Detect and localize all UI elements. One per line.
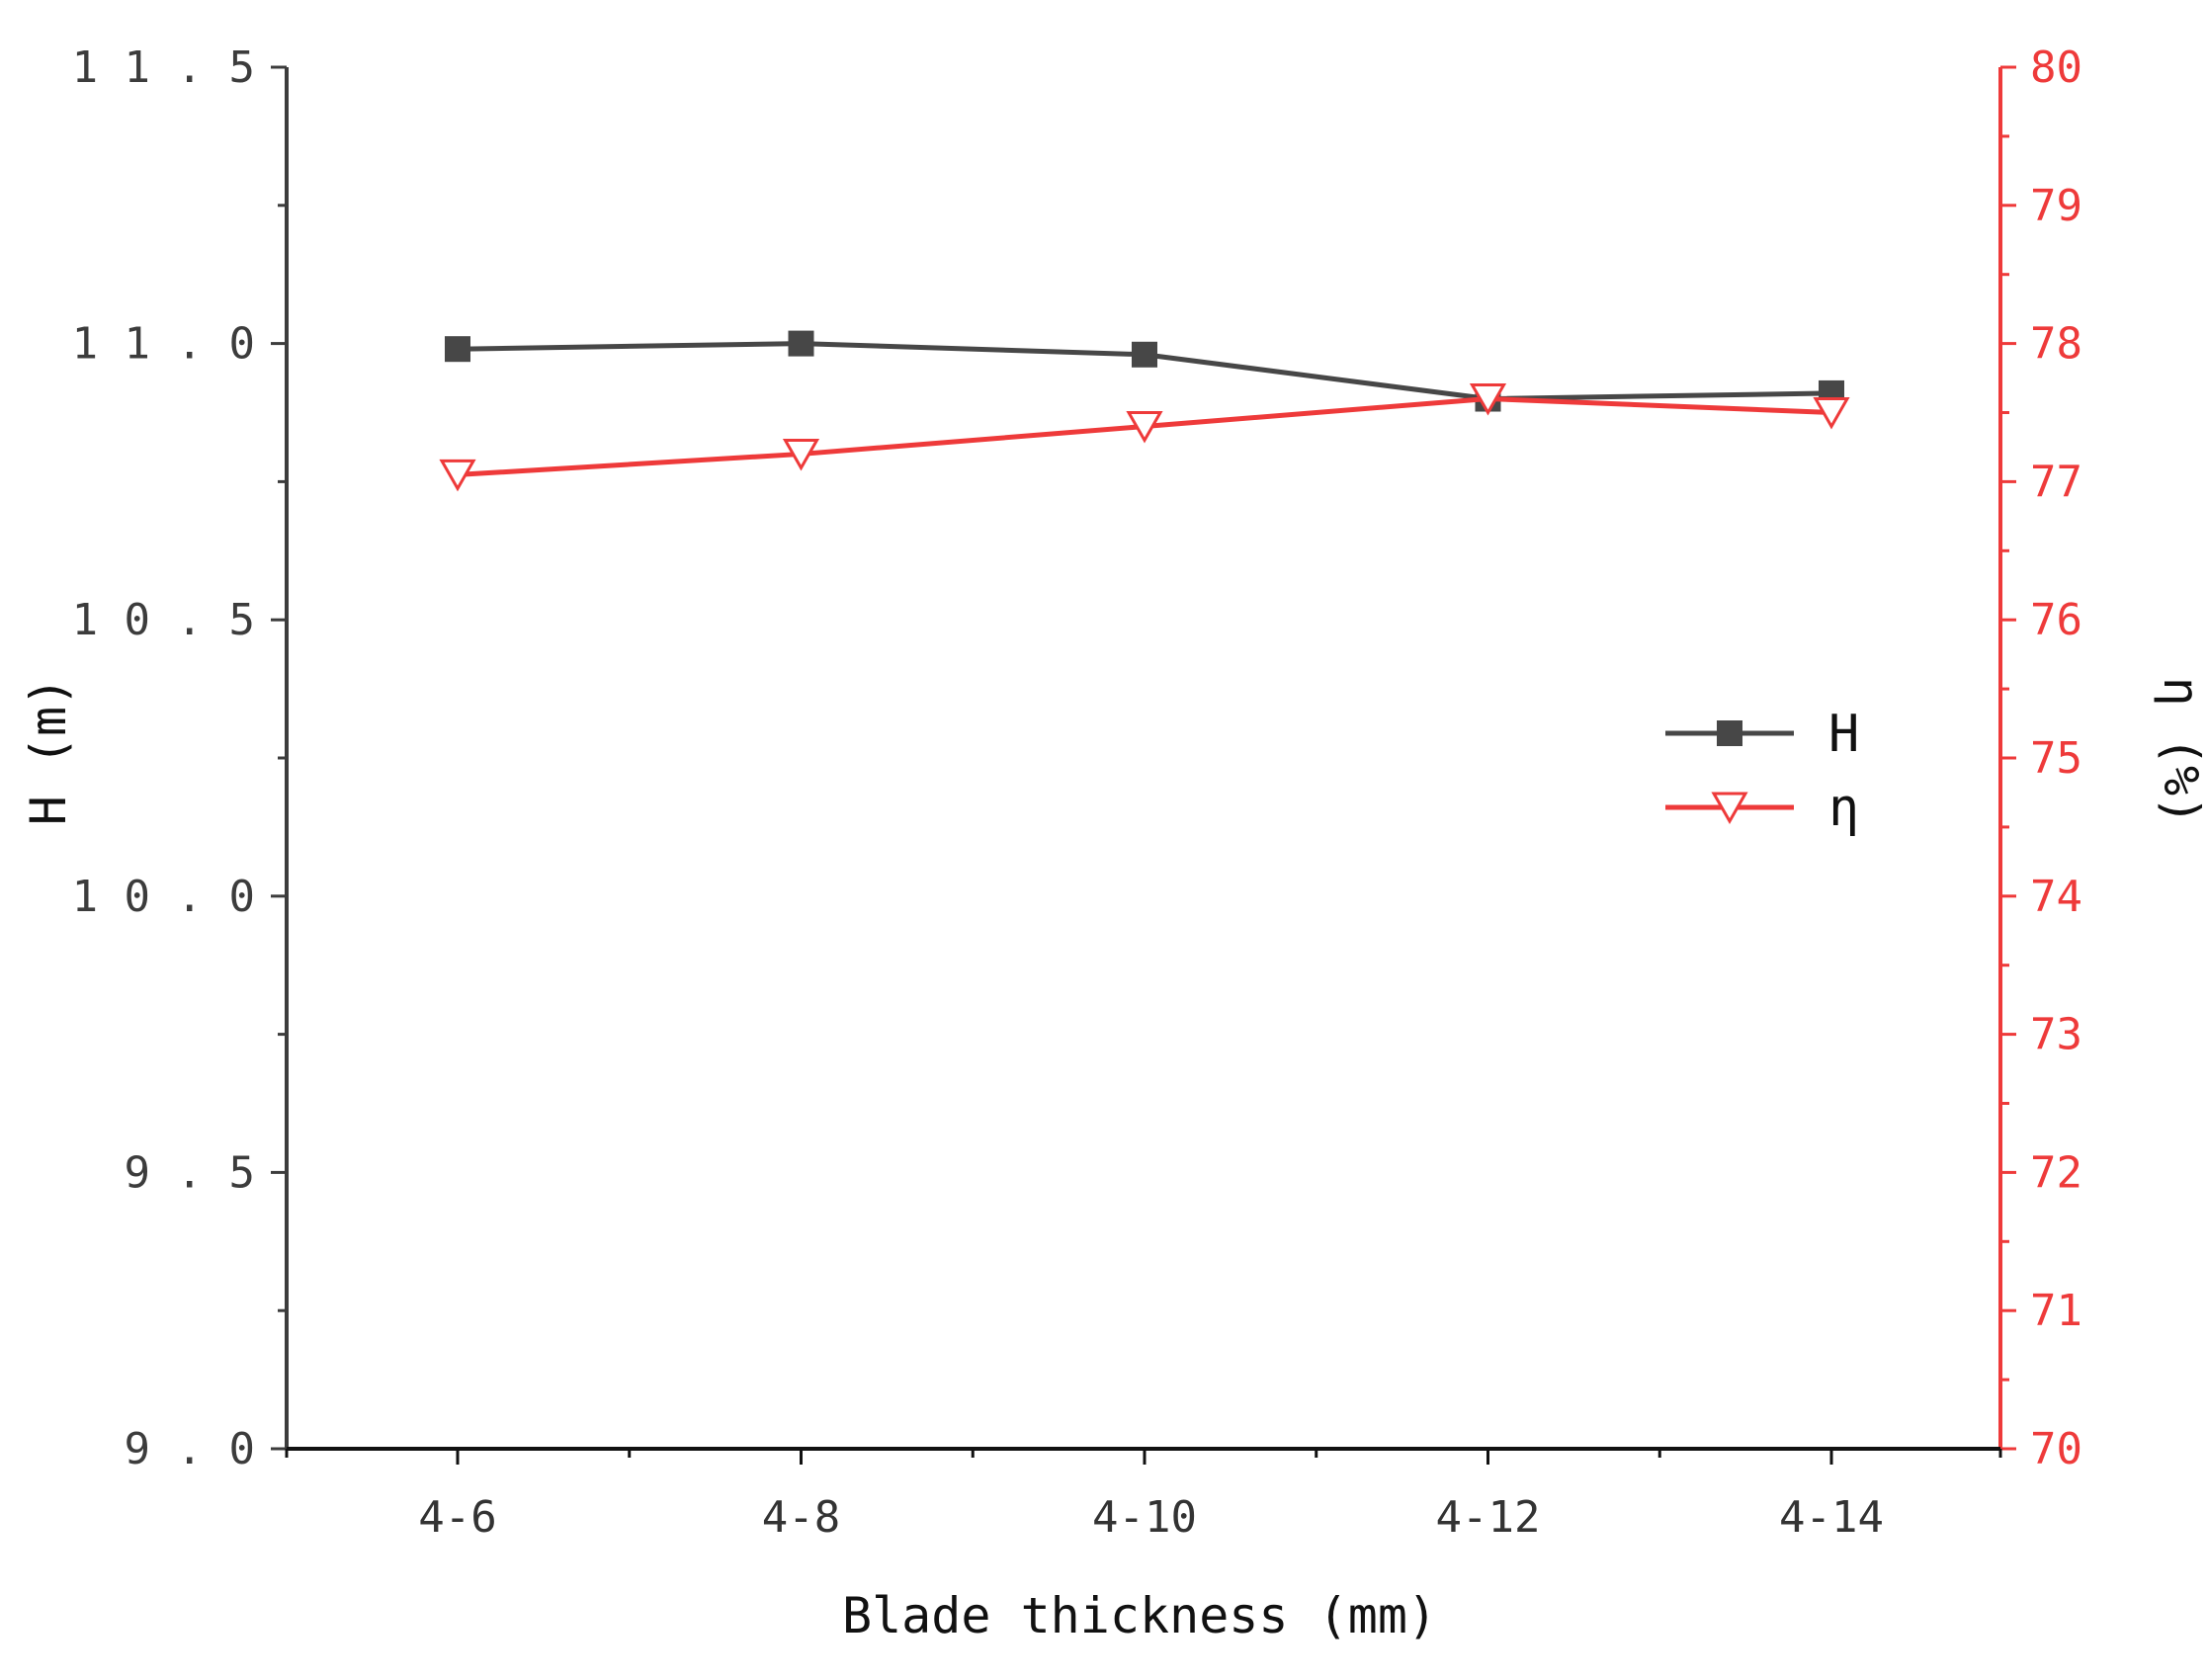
left-axis-title: H (m)	[20, 677, 77, 826]
left-tick-label: 9 . 0	[125, 1424, 255, 1474]
right-tick-label: 74	[2030, 872, 2082, 922]
left-tick-label: 1 1 . 0	[72, 319, 255, 370]
plot-area: 9 . 0 9 . 5 1 0 . 0 1 0 . 5 1 1 . 0 1 1 . 5 7…	[72, 42, 2082, 1543]
left-y-axis: 9 . 0 9 . 5 1 0 . 0 1 0 . 5 1 1 . 0 1 1 . 5	[72, 42, 289, 1474]
legend-label-eta: η	[1828, 779, 1859, 838]
data-point-eta	[782, 438, 820, 471]
data-point-H	[788, 330, 814, 357]
right-tick-label: 75	[2030, 733, 2082, 784]
legend: Hη	[1665, 705, 1859, 838]
x-tick-label: 4-14	[1779, 1492, 1884, 1543]
right-tick-label: 77	[2030, 457, 2082, 507]
x-axis-title: Blade thickness (mm)	[842, 1587, 1437, 1644]
left-tick-label: 1 0 . 5	[72, 595, 255, 645]
left-tick-label: 9 . 5	[125, 1147, 255, 1198]
data-point-H	[445, 336, 470, 363]
right-tick-label: 76	[2030, 595, 2082, 645]
right-tick-label: 73	[2030, 1010, 2082, 1060]
data-point-eta	[1126, 410, 1163, 444]
x-tick-label: 4-8	[762, 1492, 840, 1543]
left-tick-label: 1 1 . 5	[72, 42, 255, 93]
right-tick-label: 71	[2030, 1286, 2082, 1336]
x-tick-label: 4-12	[1436, 1492, 1541, 1543]
data-point-eta	[1469, 383, 1507, 416]
data-point-H	[1132, 341, 1157, 368]
right-y-axis: 70 71 72 73 74 75 76 77 78 79 80	[1998, 42, 2082, 1474]
left-tick-label: 1 0 . 0	[72, 872, 255, 922]
legend-marker-eta	[1711, 792, 1748, 825]
data-point-eta	[1813, 397, 1850, 430]
right-tick-label: 78	[2030, 319, 2082, 370]
x-tick-label: 4-6	[418, 1492, 496, 1543]
series-layer	[439, 330, 1850, 492]
right-tick-label: 72	[2030, 1147, 2082, 1198]
right-tick-label: 80	[2030, 42, 2082, 93]
legend-marker-H	[1717, 720, 1742, 746]
right-tick-label: 70	[2030, 1424, 2082, 1474]
x-axis: 4-6 4-8 4-10 4-12 4-14	[285, 1447, 2002, 1543]
data-point-eta	[439, 459, 476, 492]
x-tick-label: 4-10	[1092, 1492, 1197, 1543]
legend-label-H: H	[1828, 705, 1859, 764]
right-tick-label: 79	[2030, 181, 2082, 231]
right-axis-title: η (%)	[2153, 677, 2208, 826]
